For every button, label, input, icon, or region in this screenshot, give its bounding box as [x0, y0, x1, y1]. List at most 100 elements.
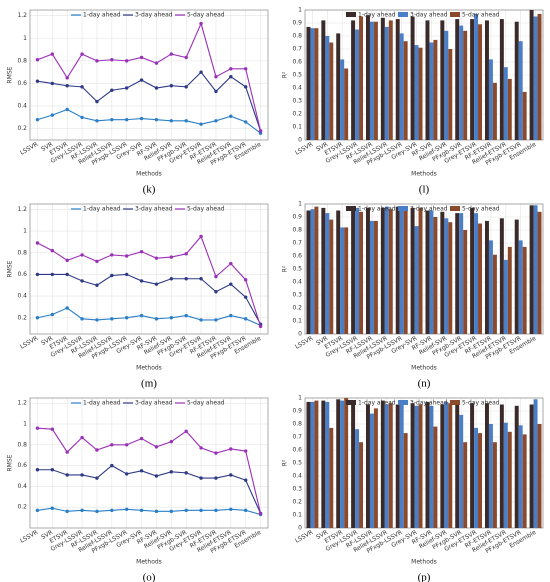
bar — [484, 403, 489, 528]
bar — [325, 213, 330, 334]
point — [243, 295, 248, 299]
bar — [355, 429, 360, 528]
legend-label: 1-day ahead — [83, 206, 121, 213]
point — [229, 507, 233, 511]
bar — [529, 205, 534, 334]
point — [229, 313, 233, 318]
point — [95, 59, 99, 63]
bar — [433, 39, 438, 140]
bar — [336, 33, 341, 140]
bar — [403, 207, 408, 334]
bar — [340, 400, 345, 528]
bar — [380, 17, 385, 140]
legend-label: 3-day ahead — [135, 12, 173, 19]
y-tick-label: 0.9 — [292, 214, 302, 221]
y-tick-label: 0.7 — [292, 434, 302, 441]
line — [37, 464, 262, 514]
point — [154, 317, 159, 321]
bar — [425, 20, 430, 140]
point — [229, 74, 233, 79]
bar — [488, 59, 493, 140]
bar — [533, 399, 538, 528]
bar — [310, 209, 315, 334]
point — [35, 79, 40, 83]
bar — [429, 405, 434, 528]
point — [50, 52, 55, 56]
y-tick-label: 0.8 — [17, 57, 27, 64]
bar — [395, 19, 400, 141]
bar — [344, 398, 349, 528]
bar — [522, 246, 527, 334]
x-tick-label: LSSVR — [19, 141, 39, 157]
point — [110, 58, 114, 62]
plot-frame — [29, 203, 269, 335]
point — [154, 474, 159, 478]
bar — [470, 403, 475, 528]
y-tick-label: 0.6 — [17, 80, 27, 87]
bar — [522, 434, 527, 528]
point — [184, 277, 188, 281]
point — [95, 119, 99, 123]
point — [110, 117, 114, 122]
point — [154, 509, 159, 514]
y-tick-label: 0.2 — [17, 504, 27, 511]
y-axis-label: RMSE — [7, 66, 14, 83]
bar — [507, 78, 512, 140]
point — [35, 117, 40, 122]
y-tick-label: 0.2 — [292, 305, 302, 312]
bar — [414, 226, 419, 334]
point — [124, 117, 129, 122]
point — [184, 471, 188, 475]
panel-label: (n) — [418, 378, 431, 390]
bar — [514, 21, 519, 141]
point — [95, 283, 99, 287]
y-tick-label: 0.2 — [17, 125, 27, 132]
y-tick-label: 0 — [298, 525, 302, 532]
legend-label: 5-day ahead — [187, 400, 225, 407]
point — [214, 89, 218, 94]
point — [169, 439, 174, 444]
point — [50, 427, 55, 431]
point — [124, 472, 129, 476]
x-axis-label: Methods — [136, 171, 162, 178]
legend-label: 5-day ahead — [187, 12, 225, 19]
legend-label: 3-day ahead — [410, 400, 448, 407]
y-axis-label: RMSE — [7, 454, 14, 471]
bar — [470, 19, 475, 141]
bar — [325, 401, 330, 528]
bar — [488, 424, 493, 528]
legend-swatch — [450, 12, 460, 17]
line — [37, 307, 261, 326]
point — [199, 508, 203, 513]
point — [184, 252, 188, 256]
point — [154, 256, 159, 260]
panel-label: (k) — [143, 184, 156, 196]
y-tick-label: 0.7 — [292, 46, 302, 53]
point — [80, 85, 84, 89]
point — [50, 272, 55, 277]
plot-frame — [29, 9, 269, 141]
point — [214, 451, 218, 455]
bar — [321, 207, 326, 334]
bar — [537, 424, 542, 528]
legend-label: 1-day ahead — [358, 12, 396, 19]
y-tick-label: 0.6 — [292, 59, 302, 66]
panel-label: (p) — [418, 572, 431, 582]
bar — [329, 219, 334, 334]
bar — [399, 33, 404, 140]
point — [139, 55, 144, 60]
y-tick-label: 0.2 — [292, 499, 302, 506]
line — [37, 507, 261, 516]
bar — [314, 400, 319, 528]
bar — [306, 210, 311, 334]
point — [80, 508, 84, 513]
bar — [369, 413, 374, 528]
bar — [474, 427, 479, 528]
legend-swatch — [346, 400, 356, 405]
point — [199, 318, 203, 322]
point — [65, 450, 69, 454]
point — [65, 107, 69, 112]
point — [95, 448, 99, 452]
